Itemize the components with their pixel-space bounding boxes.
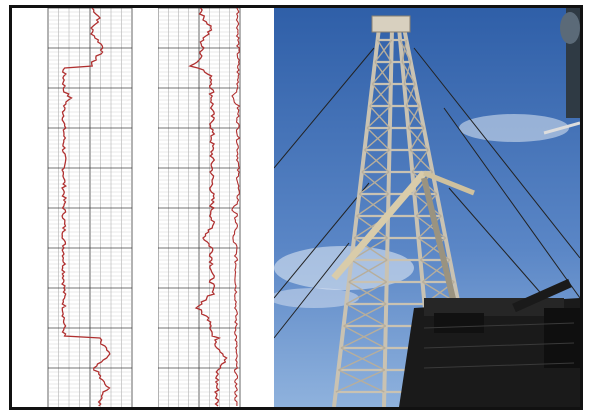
depth-track (136, 8, 158, 407)
rig-photo (274, 8, 580, 407)
derrick-tower (331, 15, 482, 407)
well-log-panel (12, 8, 274, 407)
rig-house (434, 313, 484, 333)
track1-grid (47, 8, 133, 407)
pole-arm (543, 121, 580, 135)
floor-lines (423, 322, 575, 369)
track2-grid (157, 8, 241, 407)
gamma-ray-curve (61, 8, 111, 407)
crane-arm (512, 278, 572, 313)
resistivity-curve (188, 8, 228, 407)
figure-frame (9, 5, 583, 410)
resistivity-curve-deep (231, 8, 241, 406)
rig-photo-svg (274, 8, 580, 407)
drawworks (544, 308, 580, 368)
cloud (274, 288, 359, 308)
pole-lamp (560, 12, 580, 44)
cloud (459, 114, 569, 142)
